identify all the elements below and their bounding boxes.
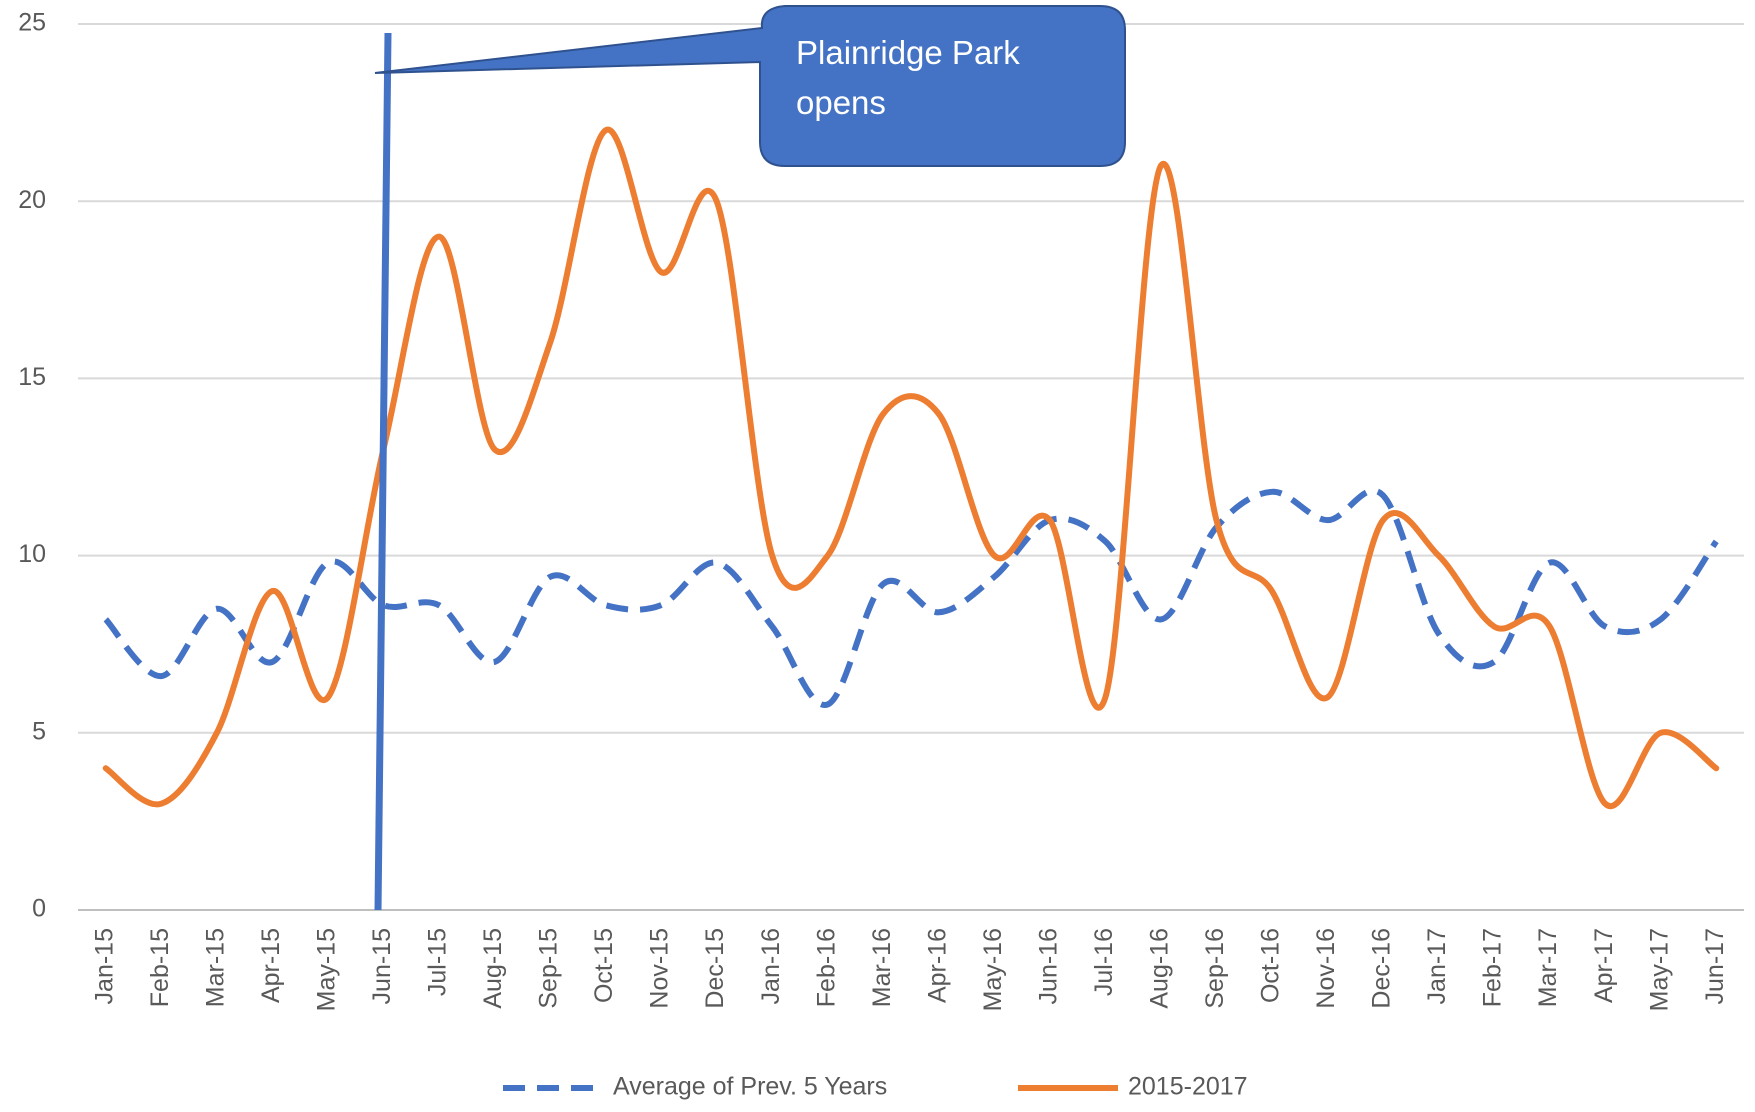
x-tick-label: Apr-16	[923, 928, 951, 1003]
legend-label: 2015-2017	[1128, 1073, 1248, 1101]
y-tick-label: 25	[18, 9, 46, 37]
event-line	[374, 32, 392, 911]
x-tick-label: Dec-15	[701, 928, 729, 1009]
x-tick-label: Jul-16	[1090, 928, 1118, 996]
x-tick-label: Apr-15	[257, 928, 285, 1003]
x-tick-label: Mar-15	[201, 928, 229, 1007]
x-tick-label: Feb-16	[812, 928, 840, 1007]
y-tick-label: 0	[32, 895, 46, 923]
x-tick-label: Jun-16	[1034, 928, 1062, 1004]
x-tick-label: May-17	[1645, 928, 1673, 1011]
callout-box	[374, 5, 1126, 167]
x-tick-label: Oct-15	[590, 928, 618, 1003]
series-line	[103, 487, 1719, 708]
x-tick-label: May-16	[979, 928, 1007, 1011]
x-tick-label: Feb-17	[1479, 928, 1507, 1007]
x-tick-label: Nov-16	[1312, 928, 1340, 1009]
x-tick-label: Oct-16	[1257, 928, 1285, 1003]
series-line	[102, 127, 1720, 810]
x-tick-label: Aug-15	[479, 928, 507, 1009]
x-tick-label: Aug-16	[1146, 928, 1174, 1009]
y-tick-label: 20	[18, 186, 46, 214]
y-tick-label: 5	[32, 717, 46, 745]
x-tick-label: Feb-15	[146, 928, 174, 1007]
x-tick-label: Jan-17	[1423, 928, 1451, 1004]
x-tick-label: Nov-15	[646, 928, 674, 1009]
x-tick-label: Dec-16	[1368, 928, 1396, 1009]
x-tick-label: Jun-17	[1701, 928, 1729, 1004]
annotation: Plainridge Park opens	[796, 34, 1020, 121]
y-tick-label: 10	[18, 540, 46, 568]
x-tick-label: Mar-17	[1534, 928, 1562, 1007]
x-tick-label: May-15	[313, 928, 341, 1011]
x-tick-label: Apr-17	[1590, 928, 1618, 1003]
x-tick-label: Jun-15	[368, 928, 396, 1004]
y-tick-label: 15	[18, 363, 46, 391]
x-tick-label: Sep-15	[535, 928, 563, 1009]
x-tick-label: Jan-16	[757, 928, 785, 1004]
x-tick-label: Jan-15	[90, 928, 118, 1004]
x-tick-label: Mar-16	[868, 928, 896, 1007]
x-tick-label: Jul-15	[424, 928, 452, 996]
legend-label: Average of Prev. 5 Years	[613, 1073, 887, 1101]
x-tick-label: Sep-16	[1201, 928, 1229, 1009]
